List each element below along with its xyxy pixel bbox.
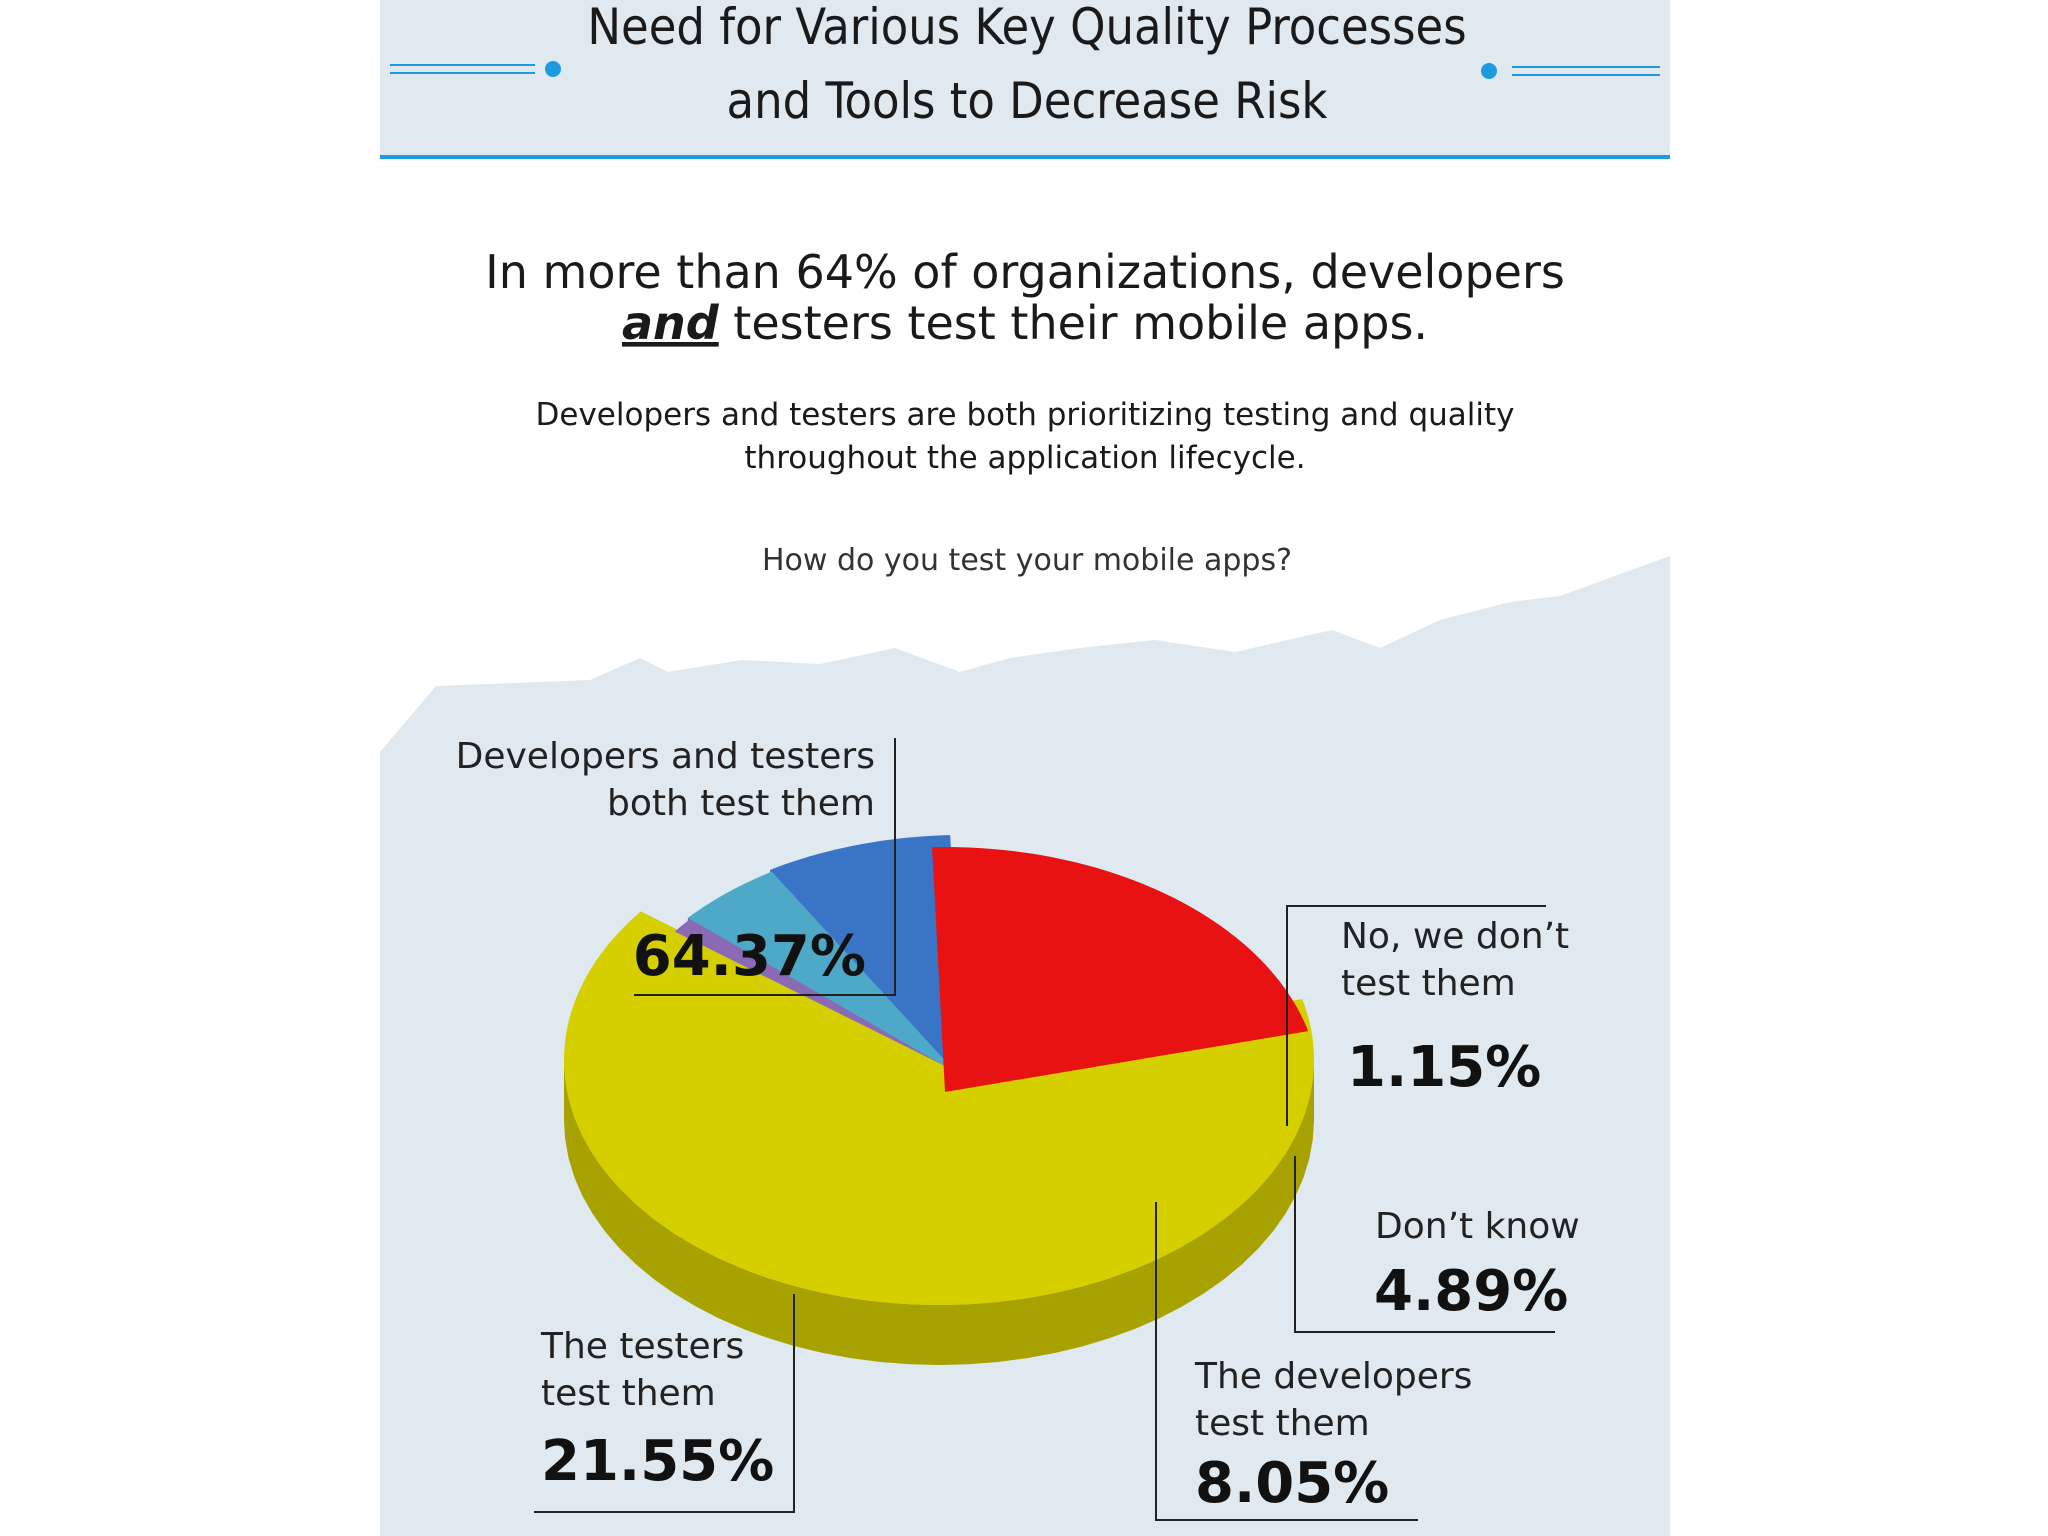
headline-line1: In more than 64% of organizations, devel…	[485, 245, 1565, 299]
header-underline	[380, 155, 1670, 159]
pie-slice-testers	[932, 847, 1309, 1092]
slice-label-dontknow-line1: Don’t know	[1375, 1206, 1580, 1247]
pie-slice-dontknow	[687, 869, 969, 1080]
header-title-line1: Need for Various Key Quality Processes	[587, 0, 1466, 56]
header-right-decoration	[1481, 63, 1660, 79]
header-title-line2: and Tools to Decrease Risk	[727, 72, 1328, 130]
leader-line-developers	[1155, 1202, 1418, 1521]
slice-value-dontknow: 4.89%	[1374, 1259, 1568, 1324]
slice-label-no-line2: test them	[1341, 963, 1516, 1004]
pie-slice-both	[564, 911, 1314, 1305]
slice-label-developers-line2: test them	[1195, 1403, 1370, 1444]
slice-label-testers-line1: The testers	[540, 1326, 744, 1367]
slice-value-developers: 8.05%	[1195, 1451, 1389, 1516]
headline-emphasis: and	[622, 296, 720, 350]
pie-side-both	[564, 1060, 1314, 1365]
leader-line-dontknow	[1294, 1156, 1555, 1333]
slice-value-testers: 21.55%	[541, 1429, 774, 1494]
header-left-decoration	[390, 61, 561, 77]
slice-label-both-line1: Developers and testers	[456, 736, 875, 777]
leader-line-no	[1286, 905, 1546, 1126]
subheadline-line1: Developers and testers are both prioriti…	[536, 397, 1515, 433]
headline-line2-rest: testers test their mobile apps.	[719, 296, 1428, 350]
headline-line2: and testers test their mobile apps.	[622, 296, 1428, 350]
pie-slice-no	[674, 917, 973, 1080]
header-band	[380, 0, 1670, 158]
slice-label-developers-line1: The developers	[1194, 1356, 1472, 1397]
leader-line-testers	[534, 1294, 795, 1513]
leader-lines	[534, 738, 1555, 1521]
leader-line-both	[634, 738, 896, 996]
pie-chart	[564, 835, 1314, 1365]
pie-slice-developers	[770, 835, 963, 1080]
slice-value-both: 64.37%	[633, 924, 866, 989]
slice-label-testers-line2: test them	[541, 1373, 716, 1414]
slice-value-no: 1.15%	[1347, 1035, 1541, 1100]
subheadline-line2: throughout the application lifecycle.	[744, 440, 1305, 476]
slice-label-no-line1: No, we don’t	[1341, 916, 1569, 957]
chart-question: How do you test your mobile apps?	[762, 543, 1292, 578]
slice-label-both-line2: both test them	[607, 783, 875, 824]
